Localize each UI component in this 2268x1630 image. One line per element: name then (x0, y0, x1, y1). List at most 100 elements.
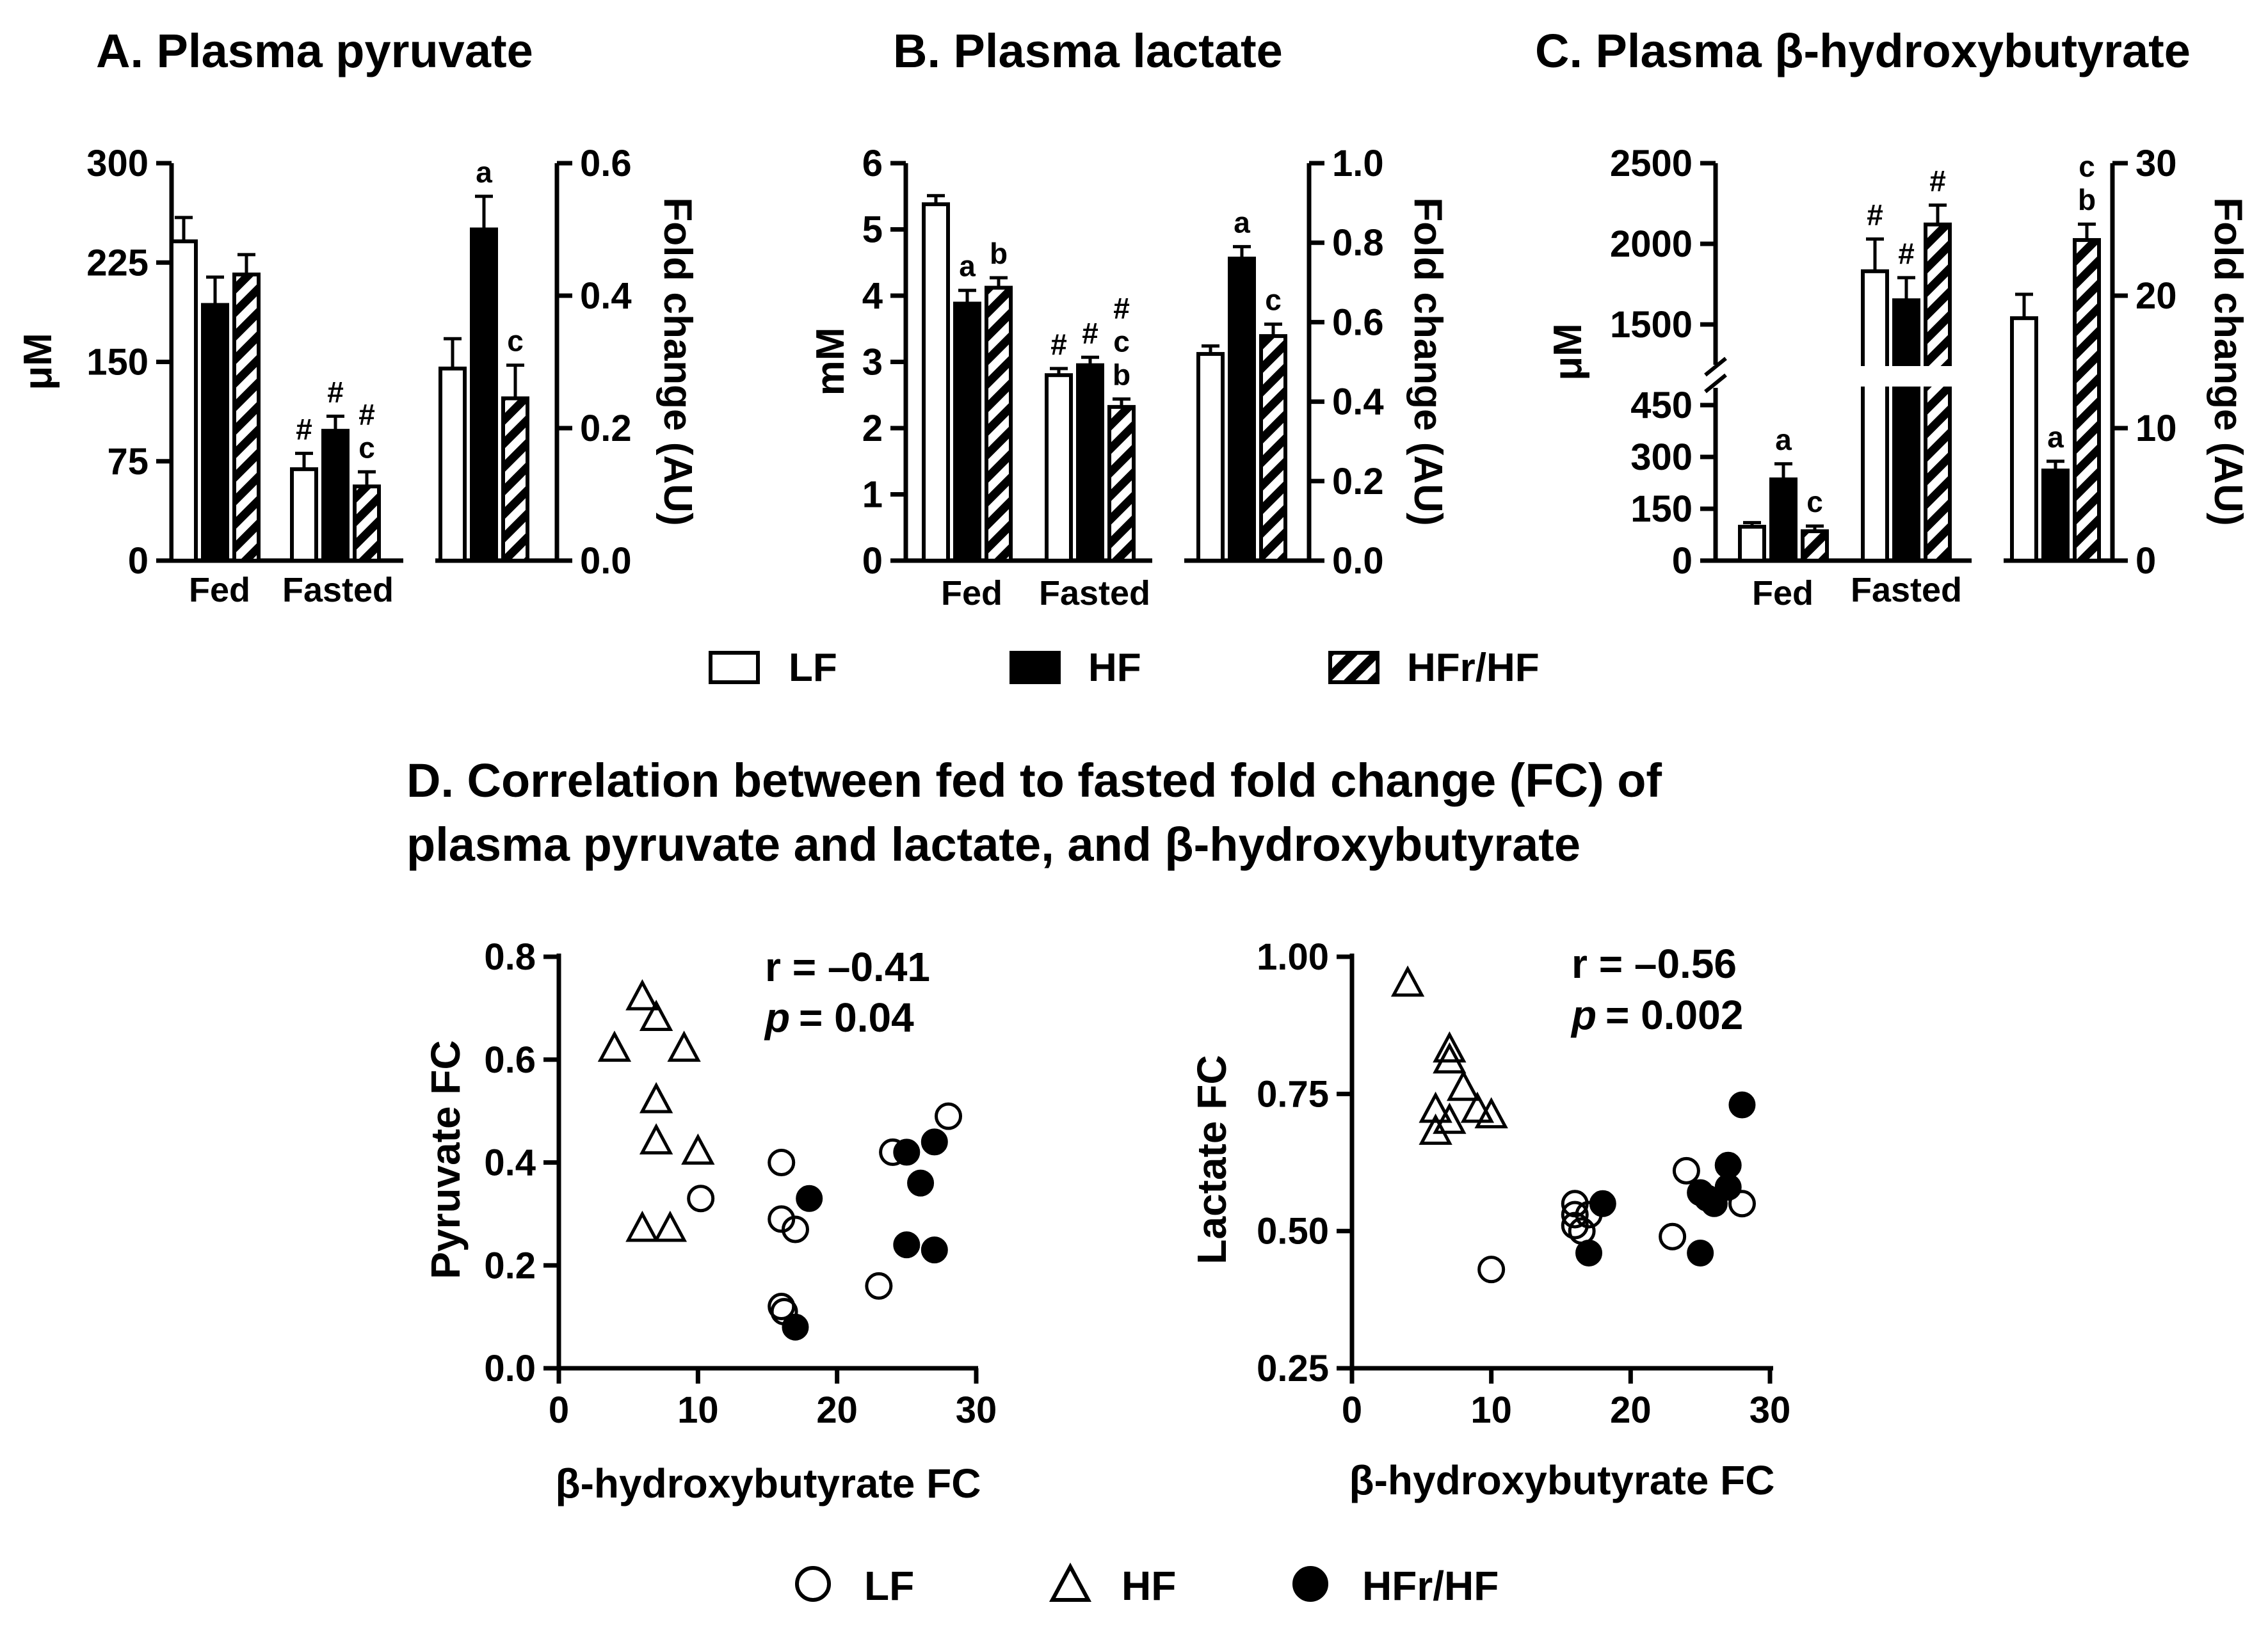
panel-d1-point-hf (653, 1210, 688, 1242)
panel-d1-point-hfr-hf (893, 1139, 921, 1166)
panel-c-left-tick-label: 1500 (1610, 304, 1693, 346)
panel-a-left-ylabel: μM (16, 333, 60, 390)
panel-d2-point-hf (1460, 1091, 1495, 1123)
panel-b-bar-hf (1228, 257, 1256, 563)
bar-legend-label-hf: HF (1088, 646, 1141, 690)
panel-b-bar-hfr-hf (985, 285, 1013, 563)
panel-d1-point-hf (625, 1210, 659, 1242)
panel-c-significance-label: # (1867, 198, 1883, 231)
panel-d1-chart: Pyruvate FC β-hydroxybutyrate FC r = –0.… (422, 936, 997, 1506)
panel-b-left-ylabel: mM (808, 328, 853, 396)
panel-a-left-tick-label: 225 (86, 242, 149, 284)
panel-d1-x-tick-label: 10 (677, 1389, 719, 1431)
panel-b-title: B. Plasma lactate (893, 24, 1283, 77)
scatter-legend: LF HF HFr/HF (795, 1562, 1499, 1609)
panel-d1-point-hf (597, 1030, 632, 1062)
panel-d2-x-tick-label: 0 (1342, 1389, 1362, 1431)
panel-a-significance-label: c (358, 431, 375, 464)
panel-b-bar-lf (1045, 373, 1073, 563)
panel-d1-point-lf (781, 1215, 809, 1243)
panel-d-title-line-1: D. Correlation between fed to fasted fol… (406, 754, 1662, 807)
scatter-legend-label-hf: HF (1122, 1563, 1176, 1609)
panel-d1-point-hfr-hf (796, 1185, 823, 1212)
panel-a-significance-label: # (296, 412, 312, 445)
panel-d1-point-lf (865, 1272, 893, 1300)
bar-legend-label-hfr: HFr/HF (1407, 646, 1540, 690)
panel-c-left-tick-label: 150 (1630, 488, 1693, 530)
panel-c-significance-label: b (2078, 183, 2096, 216)
panel-d1-r-value: r = –0.41 (765, 944, 930, 990)
panel-a-right-tick-label: 0.4 (580, 275, 632, 317)
panel-d2-point-hfr-hf (1728, 1091, 1756, 1119)
panel-d2-x-tick-label: 10 (1470, 1389, 1512, 1431)
panel-a-category-fasted: Fasted (282, 571, 394, 609)
panel-b-left-tick-label: 0 (862, 540, 883, 582)
panel-d1-y-tick-label: 0.0 (484, 1348, 536, 1389)
panel-c-significance-label: c (2079, 150, 2095, 183)
scatter-legend-label-lf: LF (864, 1563, 914, 1609)
panel-b-significance-label: b (990, 237, 1008, 270)
panel-b-right-tick-label: 0.8 (1332, 222, 1384, 264)
panel-d2-point-hf (1446, 1069, 1481, 1101)
panel-c-bar-hfr-hf (1924, 222, 1952, 563)
panel-c-bar-hfr-hf (1801, 529, 1829, 563)
panel-d1-point-hfr-hf (907, 1169, 935, 1197)
panel-a-left-tick-label: 0 (128, 540, 149, 582)
panel-c-bar-lf (2010, 316, 2038, 563)
panel-d2-point-hfr-hf (1687, 1239, 1714, 1266)
panel-d2-y-tick-label: 1.00 (1257, 936, 1329, 978)
panel-d1-x-tick-label: 0 (549, 1389, 569, 1431)
panel-a-bar-lf (290, 467, 318, 563)
panel-a-bar-hfr-hf (232, 272, 261, 563)
panel-c-significance-label: a (1775, 423, 1792, 456)
panel-c-axis-break-top (1704, 356, 1727, 377)
panel-c-left-ylabel: μM (1546, 323, 1590, 381)
panel-b-significance-label: a (1234, 205, 1250, 239)
bar-legend-label-lf: LF (789, 646, 837, 690)
panel-d2-point-lf (1728, 1190, 1756, 1218)
panel-c-significance-label: c (1806, 485, 1823, 518)
panel-b-significance-label: # (1113, 291, 1130, 324)
panel-b-category-fasted: Fasted (1039, 574, 1150, 612)
panel-d1-point-hfr-hf (893, 1231, 921, 1259)
scatter-legend-label-hfr: HFr/HF (1362, 1563, 1499, 1609)
panel-c-left-tick-label: 450 (1630, 385, 1693, 426)
panel-a-title: A. Plasma pyruvate (96, 24, 533, 77)
panel-b-bar-hfr-hf (1107, 404, 1136, 563)
panel-b-significance-label: # (1082, 316, 1098, 349)
panel-c-significance-label: # (1898, 237, 1915, 270)
scatter-legend-marker-hfr (1292, 1566, 1328, 1602)
panel-a-bar-hf (321, 429, 350, 563)
panel-d2-point-hf (1419, 1091, 1452, 1123)
panel-a-right-tick-label: 0.0 (580, 540, 632, 582)
panel-a-significance-label: a (476, 156, 492, 189)
panel-b-left-tick-label: 4 (862, 275, 883, 317)
panel-d1-point-lf (935, 1102, 963, 1130)
panel-d1-point-hf (639, 1123, 673, 1155)
panel-d1-ylabel: Pyruvate FC (422, 1040, 469, 1279)
panel-a-right-ylabel: Fold change (AU) (655, 197, 700, 525)
panel-d2-point-hf (1433, 1031, 1467, 1063)
panel-a-bar-lf (170, 239, 198, 563)
panel-d1-point-hf (681, 1133, 715, 1165)
panel-d1-y-tick-label: 0.8 (484, 936, 536, 978)
panel-c-bar-hf (1769, 477, 1798, 563)
panel-c-right-tick-label: 30 (2135, 143, 2177, 184)
panel-b-left-tick-label: 5 (862, 209, 883, 251)
panel-b-significance-label: a (959, 250, 976, 283)
panel-d1-y-tick-label: 0.6 (484, 1039, 536, 1081)
panel-c-bar-hf (1892, 298, 1920, 563)
panel-c-bar-lf (1738, 525, 1766, 563)
panel-c-left-tick-label: 0 (1672, 540, 1693, 582)
panel-b-chart: mM Fold change (AU) Fed Fasted 0 1 2 3 4 5 6 0.… (808, 143, 1450, 612)
panel-a-left-tick-label: 75 (107, 441, 149, 483)
panel-c-significance-label: a (2047, 420, 2064, 454)
panel-b-significance-label: c (1265, 284, 1282, 317)
panel-d-title-line-2: plasma pyruvate and lactate, and β-hydro… (406, 818, 1580, 871)
panel-d1-point-lf (687, 1185, 715, 1213)
panel-d1-x-tick-label: 30 (956, 1389, 997, 1431)
panel-d1-point-hfr-hf (782, 1313, 809, 1341)
panel-d1-point-hf (625, 979, 659, 1011)
panel-d1-point-hfr-hf (921, 1236, 948, 1264)
